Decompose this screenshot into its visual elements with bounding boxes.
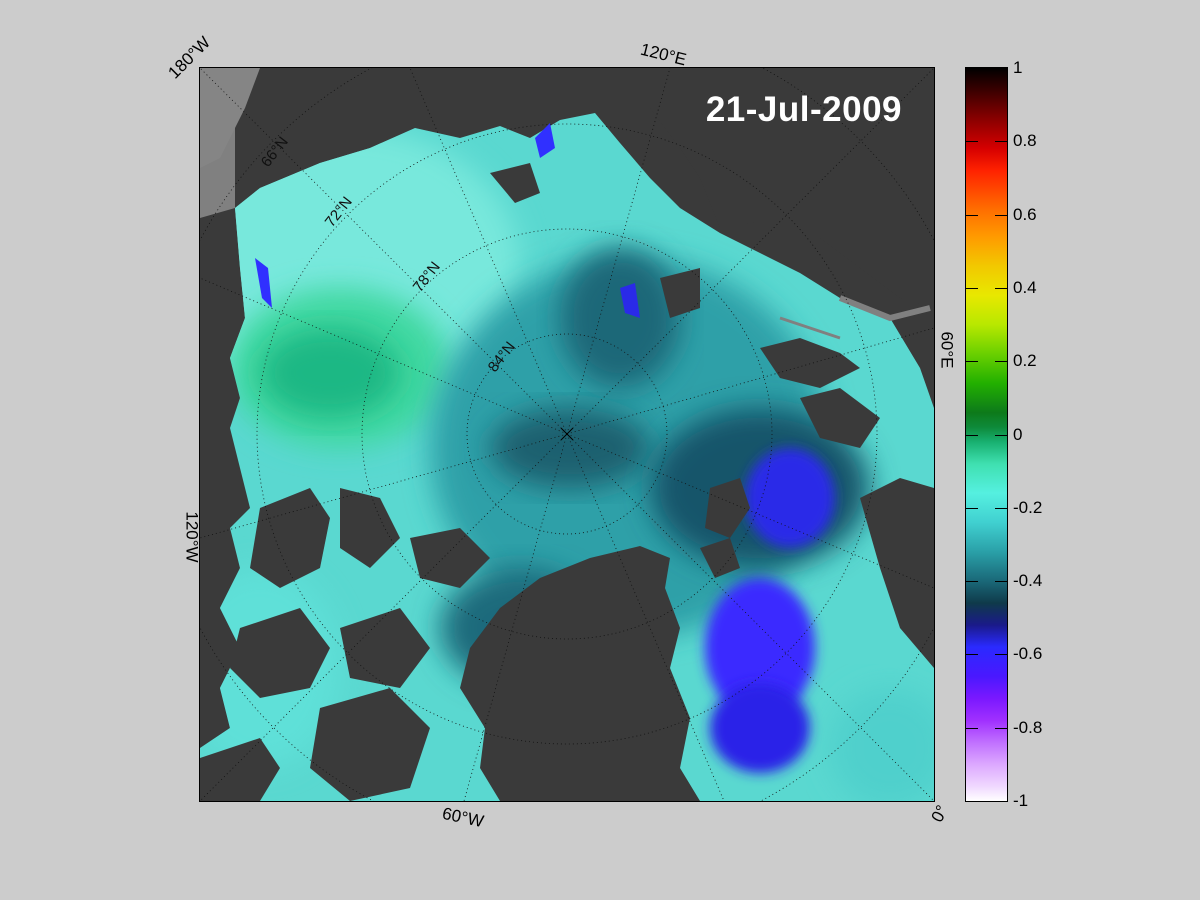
colorbar-tick-mark: [995, 214, 1007, 216]
colorbar-tick-mark: [966, 507, 978, 509]
colorbar-tick-label: 0.2: [1013, 351, 1037, 371]
colorbar-tick-label: -0.4: [1013, 571, 1043, 591]
map-canvas: 66°N 72°N 78°N 84°N: [200, 68, 934, 801]
lon-label-60w: 60°W: [440, 803, 486, 832]
lon-label-120e: 120°E: [638, 39, 689, 70]
colorbar-tick-mark: [966, 434, 978, 436]
arctic-map: 66°N 72°N 78°N 84°N 21-Jul-2009: [199, 67, 935, 802]
colorbar-tick-label: 0.6: [1013, 204, 1037, 224]
colorbar-tick-mark: [995, 68, 1007, 69]
sea-ice-anomaly-field: [200, 113, 934, 801]
eurasia-landmass: [650, 68, 934, 308]
graticule: [200, 68, 934, 801]
colorbar-tick-label: -1: [1013, 791, 1029, 810]
lon-label-120w: 120°W: [182, 511, 202, 563]
colorbar-tick-mark: [995, 287, 1007, 289]
colorbar-tick-mark: [966, 581, 978, 583]
colorbar-tick-label: 0: [1013, 424, 1023, 444]
colorbar-tick-mark: [995, 507, 1007, 509]
colorbar-tick-mark: [995, 727, 1007, 729]
colorbar-tick-mark: [966, 727, 978, 729]
colorbar-tick-label: 1: [1013, 58, 1023, 77]
colorbar-tick-label: 0.8: [1013, 131, 1037, 151]
lon-label-60e: 60°E: [937, 331, 957, 369]
date-label: 21-Jul-2009: [705, 90, 902, 129]
colorbar-tick-mark: [966, 654, 978, 656]
colorbar-tick-mark: [995, 361, 1007, 363]
colorbar-tick-mark: [995, 434, 1007, 436]
colorbar-tick-mark: [966, 141, 978, 143]
colorbar-tick-mark: [995, 801, 1007, 802]
greenland-landmass: [460, 546, 700, 801]
colorbar-tick-mark: [966, 287, 978, 289]
colorbar-tick-mark: [966, 801, 978, 802]
north-pole-marker: [560, 427, 574, 441]
colorbar-tick-label: 0.4: [1013, 277, 1037, 297]
colorbar-tick-label: -0.6: [1013, 644, 1043, 664]
colorbar-tick-label: -0.8: [1013, 717, 1043, 737]
lon-label-0: 0°: [927, 802, 952, 826]
colorbar-tick-mark: [966, 68, 978, 69]
colorbar-tick-mark: [995, 581, 1007, 583]
colorbar-tick-label: -0.2: [1013, 497, 1043, 517]
colorbar-tick-mark: [966, 214, 978, 216]
colorbar-tick-mark: [966, 361, 978, 363]
colorbar-tick-mark: [995, 654, 1007, 656]
colorbar-tick-mark: [995, 141, 1007, 143]
